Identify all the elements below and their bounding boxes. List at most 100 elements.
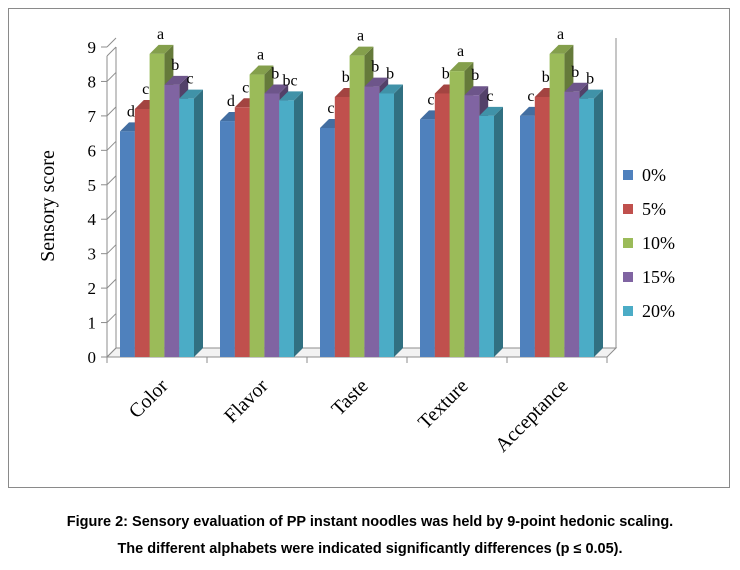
significance-letter: b	[271, 66, 279, 83]
y-tick-depth	[106, 140, 117, 151]
figure-caption-line-2: The different alphabets were indicated s…	[117, 541, 623, 557]
bar	[449, 71, 465, 357]
bar	[120, 131, 135, 357]
legend-label: 15%	[642, 267, 675, 287]
significance-letter: b	[442, 66, 450, 83]
x-tick-label: Color	[125, 375, 173, 423]
significance-letter: c	[327, 100, 334, 117]
y-tick-label: 5	[88, 176, 97, 195]
bar-top	[549, 44, 574, 54]
bar	[334, 96, 350, 357]
legend-swatch	[623, 306, 633, 316]
significance-letter: c	[142, 81, 149, 98]
bar	[534, 96, 550, 357]
bar	[279, 100, 294, 357]
significance-letter: c	[527, 88, 534, 105]
y-tick-depth	[106, 175, 117, 186]
legend-label: 0%	[642, 165, 666, 185]
legend-swatch	[623, 170, 633, 180]
bar	[434, 93, 450, 357]
y-tick-depth	[106, 72, 117, 82]
y-tick-depth	[106, 278, 117, 289]
legend-swatch	[623, 204, 633, 214]
significance-letter: a	[457, 43, 464, 60]
bar-top	[264, 84, 289, 94]
bar	[220, 121, 235, 357]
significance-letter: b	[542, 69, 550, 86]
significance-letter: d	[127, 103, 135, 120]
bar	[420, 119, 435, 357]
bar-top	[564, 82, 589, 92]
bar-top	[164, 75, 189, 85]
bar-top	[579, 89, 603, 99]
y-tick-label: 1	[88, 314, 97, 333]
y-tick-label: 0	[88, 348, 97, 367]
bar	[464, 95, 480, 357]
significance-letter: bc	[283, 72, 298, 89]
significance-letter: b	[371, 59, 379, 76]
bar	[264, 93, 280, 357]
legend-swatch	[623, 272, 633, 282]
y-tick-label: 8	[88, 72, 97, 91]
significance-letter: b	[586, 71, 594, 88]
bar	[579, 98, 594, 358]
bar	[234, 107, 250, 358]
bar	[520, 115, 535, 357]
y-tick-label: 6	[88, 141, 97, 160]
bar-top	[364, 77, 389, 87]
y-axis-title: Sensory score	[37, 150, 59, 262]
x-tick-label: Texture	[414, 375, 473, 434]
x-tick-label: Acceptance	[491, 375, 573, 457]
bar-top	[379, 84, 403, 94]
bar-top	[279, 91, 303, 101]
bar-top	[449, 62, 474, 72]
bar-side	[294, 91, 303, 357]
significance-letter: a	[157, 26, 164, 43]
significance-letter: d	[227, 93, 235, 110]
y-tick-label: 9	[88, 38, 97, 57]
bar-top	[149, 44, 174, 54]
bar	[564, 91, 580, 358]
y-tick-depth	[106, 37, 117, 48]
bar	[549, 53, 565, 358]
bar-side	[594, 89, 603, 358]
y-tick-depth	[106, 244, 117, 255]
bar-top	[479, 106, 503, 116]
figure-caption-line-1: Figure 2: Sensory evaluation of PP insta…	[66, 514, 674, 530]
bar	[134, 109, 150, 357]
legend-swatch	[623, 238, 633, 248]
significance-letter: b	[342, 69, 350, 86]
bar-side	[494, 106, 503, 357]
y-tick-depth	[106, 313, 117, 323]
chart-frame: 0 1 2 3 4 5 6 7 8 9 Sensory score d c a b c Color d c a b bc F…	[8, 8, 730, 488]
bar-side	[394, 84, 403, 357]
legend-label: 10%	[642, 233, 675, 253]
significance-letter: a	[357, 28, 364, 45]
y-axis-top-edge	[106, 46, 117, 57]
bar	[149, 53, 165, 358]
significance-letter: b	[386, 66, 394, 83]
bar	[479, 115, 494, 357]
y-tick-depth	[106, 106, 117, 117]
bar-top	[464, 86, 489, 96]
y-tick-label: 2	[88, 279, 97, 298]
bar	[179, 98, 194, 358]
significance-letter: c	[187, 71, 194, 88]
bar-top	[249, 65, 274, 75]
bar	[164, 84, 180, 357]
significance-letter: b	[171, 57, 179, 74]
x-tick-label: Flavor	[220, 375, 273, 428]
legend-label: 5%	[642, 199, 666, 219]
y-tick-label: 3	[88, 245, 97, 264]
significance-letter: b	[571, 64, 579, 81]
legend-label: 20%	[642, 301, 675, 321]
significance-letter: c	[487, 88, 494, 105]
bar-side	[194, 89, 203, 358]
y-tick-label: 4	[88, 210, 97, 229]
bar-top	[179, 89, 203, 99]
bar-top	[349, 46, 374, 56]
bar	[379, 93, 394, 357]
bar	[364, 86, 380, 357]
significance-letter: c	[427, 91, 434, 108]
